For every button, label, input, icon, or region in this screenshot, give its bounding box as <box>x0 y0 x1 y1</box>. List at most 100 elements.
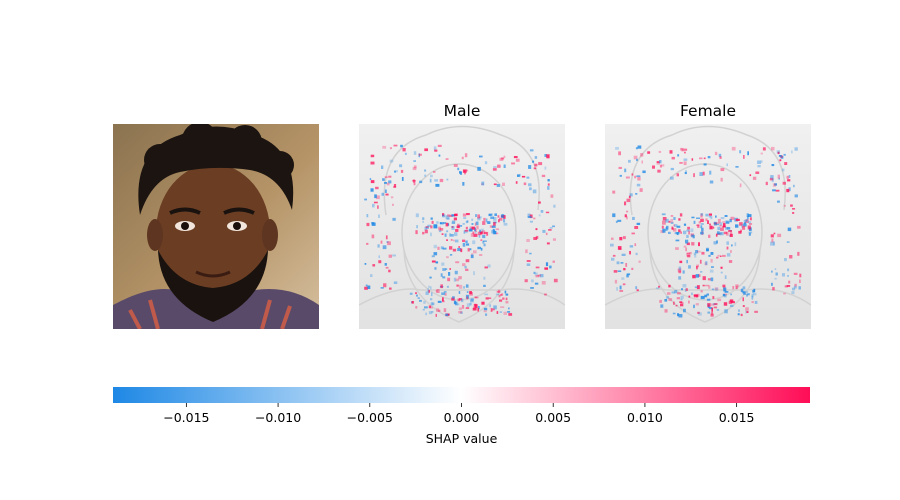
shap-speckle <box>372 203 375 208</box>
shap-speckle <box>508 307 510 310</box>
shap-speckle <box>437 300 442 303</box>
shap-speckle <box>538 201 541 204</box>
shap-speckle <box>446 230 449 233</box>
shap-speckle <box>502 182 505 186</box>
shap-speckle <box>719 222 723 226</box>
shap-speckle <box>553 204 556 208</box>
shap-speckle <box>640 153 644 157</box>
shap-speckle <box>425 226 429 228</box>
shap-speckle <box>462 169 467 173</box>
shap-speckle <box>708 285 711 289</box>
shap-speckle <box>622 283 626 286</box>
shap-speckle <box>773 241 775 246</box>
shap-speckle <box>660 164 665 167</box>
shap-speckle <box>370 180 375 184</box>
shap-speckle <box>786 175 789 179</box>
shap-speckle <box>375 195 380 200</box>
shap-speckle <box>455 301 458 306</box>
shap-speckle <box>485 297 489 300</box>
shap-speckle <box>455 229 459 232</box>
shap-speckle <box>482 230 486 235</box>
shap-speckle <box>432 302 435 305</box>
shap-speckle <box>441 233 444 235</box>
shap-speckle <box>505 301 509 304</box>
shap-speckle <box>366 222 370 227</box>
shap-speckle <box>370 274 373 277</box>
shap-speckle <box>444 233 447 237</box>
shap-speckle <box>717 218 721 223</box>
shap-speckle <box>377 244 380 248</box>
shap-speckle <box>449 254 453 256</box>
shap-speckle <box>793 285 797 289</box>
shap-speckle <box>464 153 468 158</box>
shap-speckle <box>531 279 534 283</box>
shap-speckle <box>438 226 441 231</box>
shap-speckle <box>428 311 433 315</box>
shap-speckle <box>702 284 705 287</box>
shap-speckle <box>738 230 742 234</box>
shap-speckle <box>470 299 474 303</box>
shap-speckle <box>712 226 715 229</box>
shap-speckle <box>675 304 678 307</box>
shap-speckle <box>696 294 699 298</box>
shap-speckle <box>390 196 394 199</box>
shap-speckle <box>552 225 555 228</box>
shap-speckle <box>770 241 774 246</box>
shap-speckle <box>366 242 369 245</box>
shap-speckle <box>726 227 731 230</box>
shap-speckle <box>693 294 698 297</box>
shap-speckle <box>679 260 683 264</box>
shap-speckle <box>503 155 506 159</box>
shap-speckle <box>484 293 489 296</box>
shap-speckle <box>542 229 546 233</box>
shap-speckle <box>730 250 732 253</box>
shap-speckle <box>691 158 694 161</box>
shap-speckle <box>534 156 538 159</box>
shap-speckle <box>457 298 460 302</box>
shap-speckle <box>477 246 481 250</box>
shap-speckle <box>482 240 485 244</box>
shap-speckle <box>748 231 753 234</box>
shap-speckle <box>471 218 474 221</box>
shap-speckle <box>371 234 375 239</box>
shap-speckle <box>433 171 436 173</box>
shap-speckle <box>743 219 748 223</box>
shap-speckle <box>774 268 777 270</box>
shap-speckle <box>704 262 708 266</box>
shap-speckle <box>466 291 469 293</box>
shap-speckle <box>794 283 797 287</box>
shap-speckle <box>610 243 614 247</box>
shap-speckle <box>717 298 722 302</box>
shap-speckle <box>395 170 398 173</box>
shap-speckle <box>673 217 676 220</box>
shap-speckle <box>615 147 619 150</box>
shap-speckle <box>436 221 439 224</box>
shap-speckle <box>451 226 455 230</box>
shap-speckle <box>751 295 754 300</box>
shirt-plaid-stripes <box>128 299 292 329</box>
shap-speckle <box>728 260 733 263</box>
shap-speckle <box>481 181 485 186</box>
shap-speckle <box>706 247 709 252</box>
shap-speckle <box>730 304 734 307</box>
shap-speckle <box>677 154 680 157</box>
shap-speckle <box>737 313 740 316</box>
shap-speckle <box>660 304 664 308</box>
shap-speckle <box>617 219 622 222</box>
shap-speckle <box>637 145 642 149</box>
right-eyebrow <box>223 207 255 215</box>
shap-speckle <box>784 285 788 288</box>
shap-speckle <box>680 231 682 234</box>
shap-speckle <box>544 267 548 270</box>
shap-speckle <box>676 232 679 236</box>
shap-speckle <box>769 177 774 181</box>
shap-speckle <box>400 169 404 173</box>
shap-speckle <box>436 289 440 293</box>
shap-speckle <box>496 290 500 293</box>
shap-speckle <box>544 166 547 170</box>
shap-speckle <box>628 159 631 163</box>
shap-speckle <box>798 286 801 290</box>
shap-speckle <box>612 190 616 194</box>
shap-speckle <box>451 214 456 217</box>
shap-speckle <box>794 194 798 198</box>
